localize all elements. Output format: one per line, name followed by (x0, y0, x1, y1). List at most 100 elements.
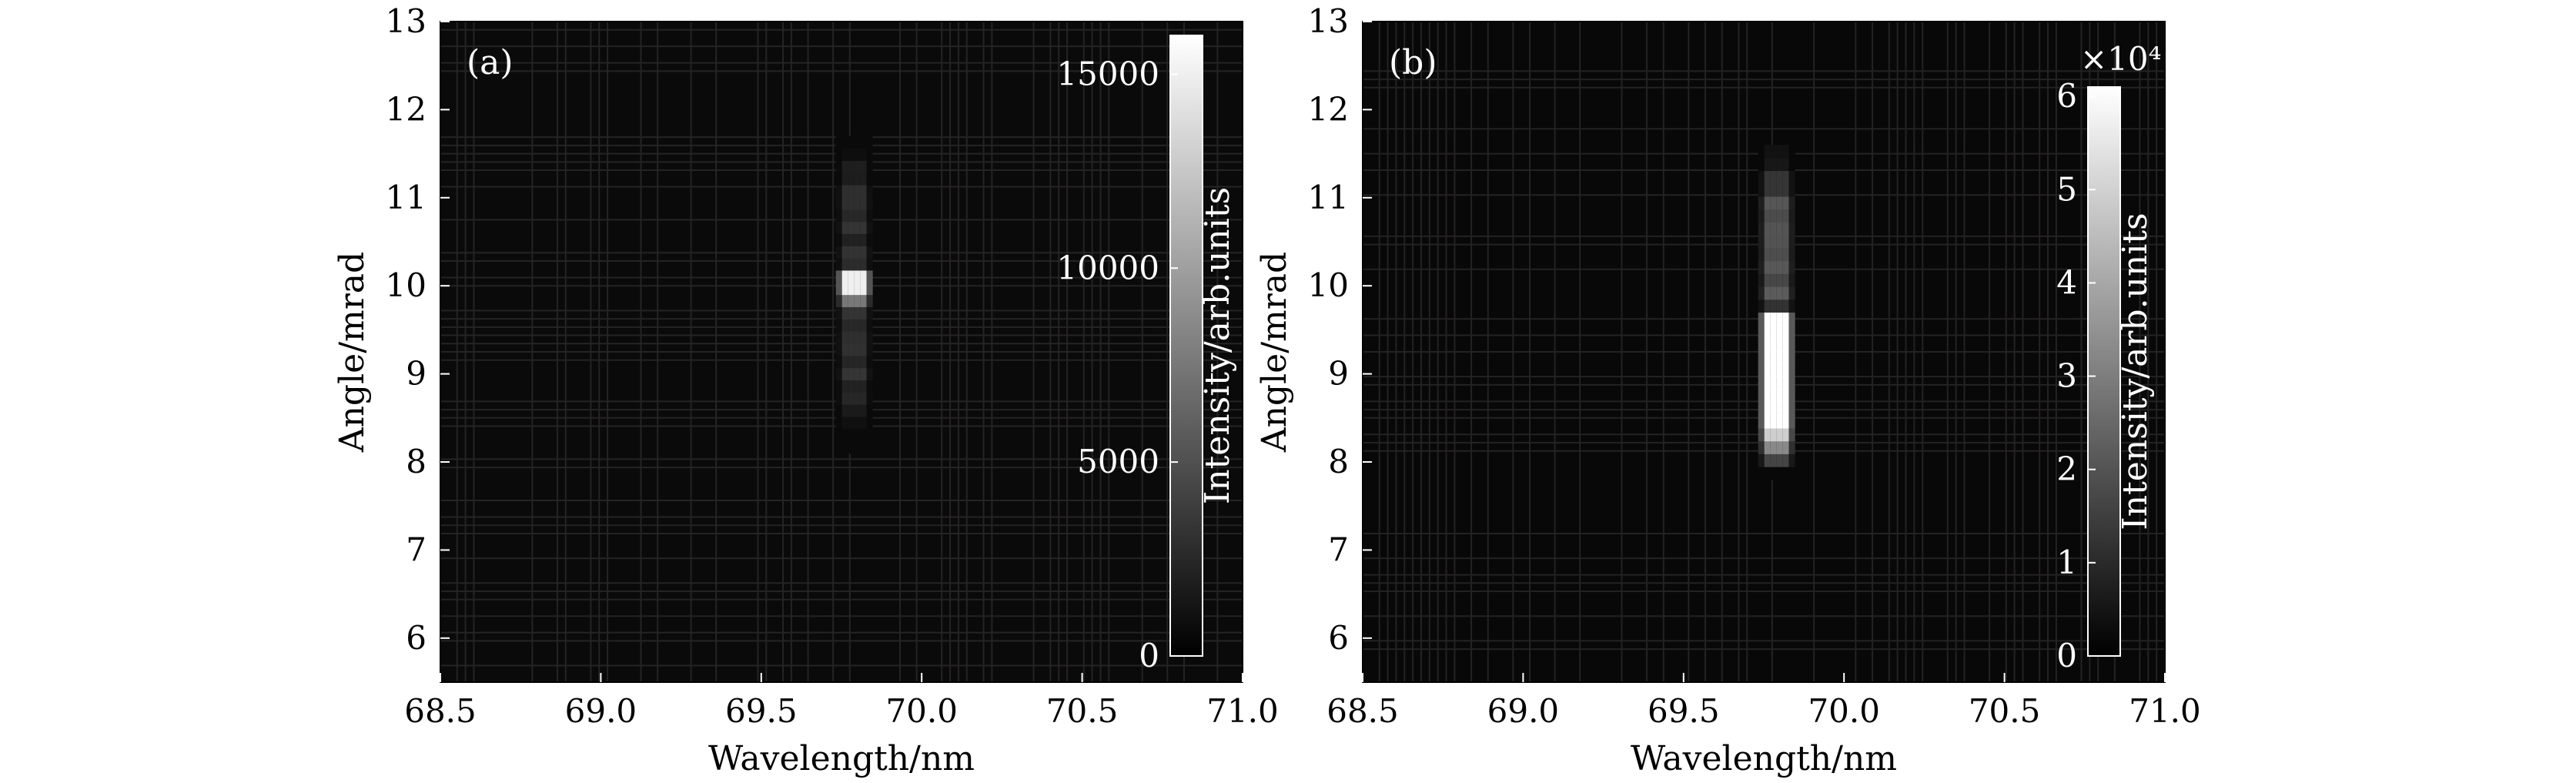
feature-cell (835, 282, 842, 296)
feature-cell (1776, 389, 1783, 403)
feature-cell (841, 319, 848, 332)
feature-cell (841, 196, 848, 210)
feature-cell (860, 440, 867, 454)
feature-cell (841, 172, 848, 186)
feature-cell (1776, 325, 1783, 339)
feature-cell (841, 306, 848, 320)
feature-cell (866, 172, 873, 186)
feature-cell (1776, 428, 1783, 442)
feature-cell (860, 185, 867, 198)
feature-cell (1770, 402, 1777, 416)
feature-cell (1764, 312, 1771, 326)
feature-cell (866, 233, 873, 246)
feature-cell (835, 148, 842, 161)
feature-cell (1764, 209, 1771, 223)
colorbar-tick-label: 0 (1139, 637, 1159, 674)
feature-cell (860, 148, 867, 161)
feature-cell (1770, 157, 1777, 172)
feature-cell (1776, 350, 1783, 364)
feature-cell (1782, 312, 1789, 326)
feature-cell (835, 209, 842, 223)
feature-cell (866, 294, 873, 307)
feature-cell (1788, 273, 1795, 287)
y-tick-label: 8 (406, 443, 427, 480)
feature-cell (1782, 428, 1789, 442)
feature-cell (1776, 299, 1783, 313)
feature-cell (866, 160, 873, 173)
feature-cell (854, 306, 861, 320)
colorbar-tick-label: 3 (2056, 357, 2077, 395)
feature-cell (866, 148, 873, 161)
feature-cell (1782, 196, 1789, 210)
feature-cell (848, 282, 855, 296)
colorbar-tick-label: 2 (2056, 450, 2077, 488)
colorbar-label: Intensity/arb.units (2116, 212, 2155, 530)
feature-cell (1788, 325, 1795, 339)
feature-cell (1770, 428, 1777, 442)
x-axis-label: Wavelength/nm (708, 739, 975, 778)
feature-cell (866, 392, 873, 405)
feature-cell (1776, 235, 1783, 249)
feature-cell (860, 428, 867, 442)
x-tick-label: 68.5 (1326, 692, 1399, 730)
feature-cell (1782, 286, 1789, 300)
feature-cell (1764, 376, 1771, 390)
feature-cell (1764, 196, 1771, 210)
feature-cell (841, 380, 848, 393)
colorbar (2087, 86, 2121, 657)
feature-cell (854, 185, 861, 198)
feature-cell (1788, 337, 1795, 352)
feature-cell (1776, 260, 1783, 274)
y-tick-label: 10 (386, 266, 427, 304)
feature-cell (1764, 325, 1771, 339)
feature-cell (866, 440, 873, 454)
feature-cell (1788, 453, 1795, 467)
feature-cell (1764, 389, 1771, 403)
feature-cell (860, 404, 867, 417)
feature-cell (866, 319, 873, 332)
feature-cell (1788, 260, 1795, 274)
colorbar (1169, 35, 1203, 657)
feature-cell (1776, 312, 1783, 326)
feature-cell (835, 343, 842, 356)
feature-cell (1758, 337, 1765, 352)
feature-cell (866, 269, 873, 283)
feature-cell (1788, 247, 1795, 262)
feature-cell (1776, 222, 1783, 236)
feature-cell (848, 172, 855, 186)
feature-cell (848, 440, 855, 454)
feature-cell (1758, 350, 1765, 364)
feature-cell (1782, 209, 1789, 223)
y-tick-label: 12 (386, 90, 427, 128)
feature-cell (1782, 260, 1789, 274)
feature-cell (1770, 363, 1777, 377)
feature-cell (848, 331, 855, 344)
feature-cell (835, 196, 842, 210)
panel-label: (a) (467, 43, 514, 82)
feature-cell (1770, 145, 1777, 159)
feature-cell (1788, 376, 1795, 390)
feature-cell (1764, 273, 1771, 287)
feature-cell (841, 392, 848, 405)
feature-cell (835, 417, 842, 430)
feature-cell (841, 258, 848, 271)
feature-cell (1764, 350, 1771, 364)
feature-cell (1758, 376, 1765, 390)
feature-cell (1758, 196, 1765, 210)
x-tick-label: 71.0 (1206, 692, 1279, 730)
feature-cell (1764, 415, 1771, 429)
feature-cell (1782, 337, 1789, 352)
feature-cell (1782, 247, 1789, 262)
feature-cell (1782, 453, 1789, 467)
chart-panel-2: 68.5 69.0 69.5 70.0 70.5 71.0678910111213Wave… (1255, 2, 2201, 778)
feature-cell (841, 428, 848, 442)
feature-cell (841, 185, 848, 198)
feature-cell (860, 282, 867, 296)
feature-cell (841, 282, 848, 296)
feature-cell (1758, 312, 1765, 326)
feature-cell (854, 355, 861, 369)
feature-cell (1758, 145, 1765, 159)
feature-cell (1782, 440, 1789, 454)
colorbar-tick-label: 5 (2056, 170, 2077, 208)
feature-cell (1788, 196, 1795, 210)
